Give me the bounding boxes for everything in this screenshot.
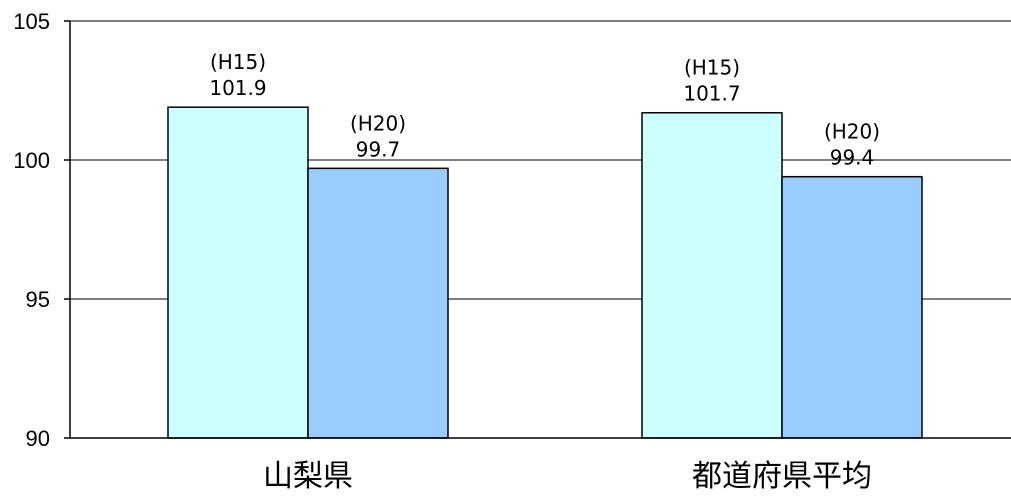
data-label-value: 99.4 [830, 146, 875, 170]
y-tick-label: 105 [13, 9, 50, 34]
data-label-value: 101.7 [683, 82, 740, 106]
y-tick-label: 90 [26, 426, 50, 451]
y-tick-label: 95 [26, 287, 50, 312]
bar [641, 111, 783, 439]
bar [167, 106, 309, 439]
data-label-value: 101.9 [209, 76, 266, 100]
axes [64, 20, 1011, 439]
data-label-period: (H15) [210, 50, 266, 74]
data-label-period: (H20) [824, 120, 880, 144]
x-category-label: 山梨県 [263, 459, 353, 494]
data-label-value: 99.7 [356, 137, 401, 161]
bars [167, 106, 923, 439]
y-tick-label: 100 [13, 148, 50, 173]
labels: 9095100105(H15)101.9(H15)101.7(H20)99.7(… [13, 9, 880, 494]
data-label-period: (H15) [684, 56, 740, 80]
data-label-period: (H20) [350, 111, 406, 135]
bar [781, 175, 923, 439]
x-category-label: 都道府県平均 [692, 459, 872, 494]
bar [307, 167, 449, 439]
